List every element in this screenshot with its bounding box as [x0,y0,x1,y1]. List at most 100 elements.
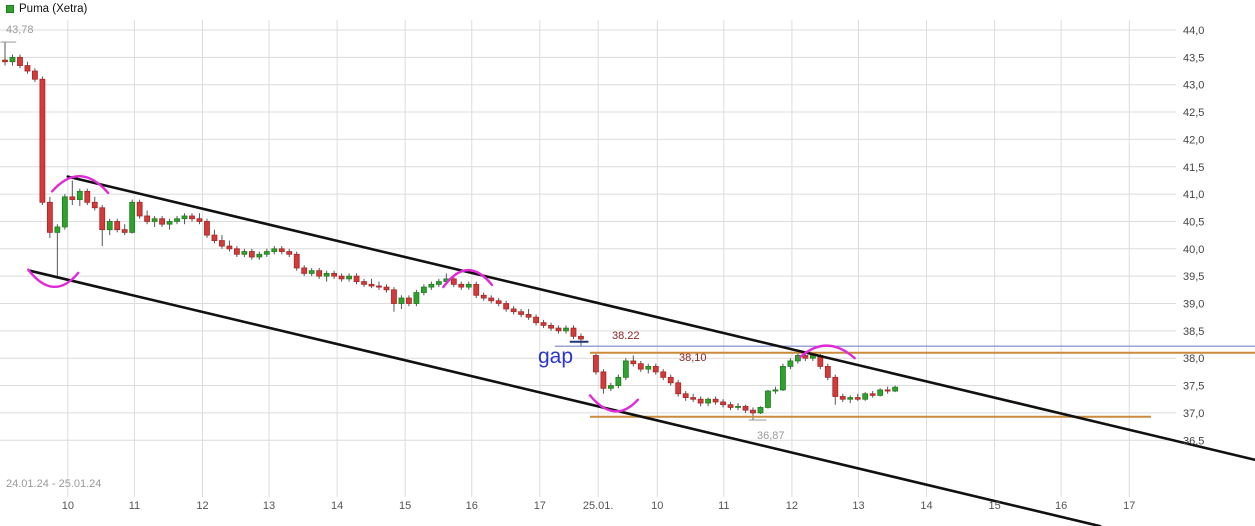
candle-down [480,294,487,299]
candle-down [600,371,607,389]
candle-up [308,270,315,274]
candle-down [637,363,644,370]
x-axis-label: 15 [988,500,1000,512]
candle-up [772,389,779,392]
candle-down [525,314,532,318]
legend: Puma (Xetra) [6,3,87,15]
candle-down [233,248,240,255]
x-axis-label: 16 [466,500,478,512]
y-axis-label: 36,5 [1183,435,1204,447]
candle-up [705,398,712,404]
axis-labels-layer: 10 11 12 13 14 15 16 17 25.01. 10 11 12 13 14 15 16 17 44… [62,25,1205,512]
candle-down [832,376,839,397]
swing-high-arc-3[interactable] [798,344,856,360]
candle-down [458,283,465,288]
candle-up [241,251,248,255]
swing-high-arc-2[interactable] [442,269,494,289]
x-axis-label: 10 [62,500,74,512]
candle-down [495,300,502,304]
candle-down [690,397,697,400]
candle-down [839,396,846,400]
y-axis-label: 44,0 [1183,25,1204,37]
gap-annotation-label: gap [538,345,574,368]
candle-up [862,393,869,400]
candle-down [91,201,98,209]
candle-up [780,366,786,391]
y-axis-label: 42,0 [1183,134,1204,146]
candle-down [69,196,76,200]
x-axis-label: 13 [263,500,275,512]
candle-down [24,65,31,72]
candle-down [286,251,293,255]
candle-down [488,297,495,302]
candle-down [204,221,210,236]
grid-layer [0,20,1176,497]
arc-annotations-layer[interactable] [26,175,856,413]
candle-up [607,385,614,389]
candle-down [114,221,121,231]
x-axis-label: 10 [651,500,663,512]
candle-down [211,234,218,241]
level-lines-layer[interactable] [0,41,1255,421]
swing-low-arc-2[interactable] [588,394,640,413]
level-38-10-label: 38,10 [679,352,707,364]
candle-down [46,201,53,233]
y-axis-label: 37,0 [1183,408,1204,420]
swing-low-arc-1[interactable] [26,268,80,289]
candle-down [630,360,637,365]
candle-up [76,190,83,200]
y-axis-label: 40,5 [1183,216,1204,228]
y-axis-label: 41,0 [1183,189,1204,201]
candle-down [682,393,689,398]
candle-down [196,218,203,222]
candle-down [2,59,8,63]
y-axis-label: 41,5 [1183,162,1204,174]
trend-channel-layer[interactable] [28,175,1255,526]
candle-down [450,278,457,285]
swing-high-arc-1[interactable] [50,175,110,195]
x-axis-label: 14 [331,500,343,512]
candle-down [750,409,756,414]
date-range-label: 24.01.24 - 25.01.24 [6,478,102,490]
x-axis-label: 14 [920,500,932,512]
candle-down [301,267,308,274]
candle-down [540,322,547,326]
channel-lower[interactable] [28,269,1102,526]
x-axis-label: 12 [196,500,208,512]
candle-down [593,355,599,373]
y-axis-label: 39,5 [1183,271,1204,283]
channel-upper[interactable] [66,175,1255,462]
candle-down [406,297,412,304]
session-low-label: 36,87 [757,430,785,442]
candle-up [61,196,68,228]
candle-down [121,229,128,233]
candle-up [428,283,435,288]
candle-down [503,303,510,310]
candle-down [533,316,539,324]
candle-up [787,360,794,367]
y-axis-label: 39,0 [1183,299,1204,311]
candle-up [645,366,652,370]
y-axis-label: 38,0 [1183,353,1204,365]
candle-down [391,289,397,304]
candle-down [316,270,323,277]
y-axis-label: 43,0 [1183,80,1204,92]
candle-down [712,398,719,403]
candle-down [742,405,749,411]
candle-down [144,215,151,222]
candle-up [174,218,180,222]
candle-up [181,215,188,220]
candle-up [256,253,263,258]
candle-down [32,70,38,80]
x-axis-label: 17 [534,500,546,512]
y-axis-label: 42,5 [1183,107,1204,119]
candle-down [869,393,876,396]
candle-down [189,215,195,220]
candle-up [106,221,113,231]
candle-down [159,218,165,225]
candle-down [578,335,584,340]
session-high-label: 43,78 [6,24,34,36]
candle-down [720,401,726,406]
